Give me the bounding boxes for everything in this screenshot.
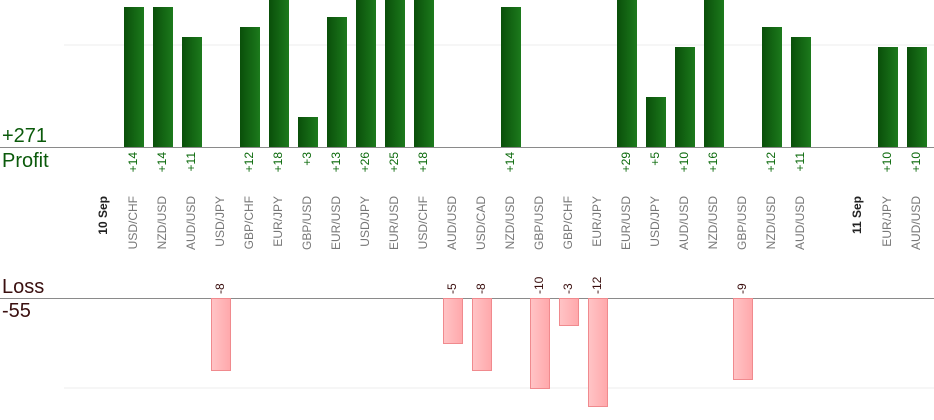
loss-value-label: -12 [590, 276, 604, 294]
pair-label: GBP/CHF [561, 196, 575, 249]
profit-label: Profit [2, 150, 49, 172]
pair-label: EUR/JPY [880, 196, 894, 247]
loss-bar [211, 298, 231, 371]
profit-bar [124, 7, 144, 147]
loss-value-label: -5 [445, 283, 459, 294]
profit-bar [356, 0, 376, 147]
profit-bar [704, 0, 724, 147]
pair-label: EUR/USD [387, 196, 401, 250]
profit-bar [182, 37, 202, 147]
profit-bar [791, 37, 811, 147]
profit-value-label: +26 [358, 152, 372, 173]
loss-bar [472, 298, 492, 371]
profit-bar [414, 0, 434, 147]
profit-bar [240, 27, 260, 147]
pair-label: USD/JPY [648, 196, 662, 247]
profit-value-label: +3 [300, 152, 314, 166]
loss-value-label: -8 [474, 283, 488, 294]
profit-value-label: +13 [329, 152, 343, 173]
loss-bar [559, 298, 579, 326]
pair-label: USD/JPY [358, 196, 372, 247]
date-label: 10 Sep [96, 196, 110, 235]
profit-total: +271 [2, 125, 48, 147]
pair-label: GBP/USD [735, 196, 749, 250]
pair-label: GBP/USD [300, 196, 314, 250]
loss-value-label: -9 [735, 283, 749, 294]
profit-bar [153, 7, 173, 147]
profit-bar [327, 17, 347, 147]
pair-label: AUD/USD [909, 196, 923, 250]
pair-label: USD/CHF [126, 196, 140, 249]
profit-bar [385, 0, 405, 147]
profit-value-label: +14 [126, 152, 140, 173]
profit-bar [269, 0, 289, 147]
chart-marks: 10 Sep 11 Sep +14 USD/CHF +14 NZD/USD +11 AUD/U… [96, 0, 927, 407]
loss-bar [733, 298, 753, 380]
profit-bar [298, 117, 318, 147]
date-label: 11 Sep [850, 196, 864, 234]
pair-label: USD/JPY [213, 196, 227, 247]
profit-bar [646, 97, 666, 147]
loss-value-label: -8 [213, 283, 227, 294]
profit-value-label: +10 [909, 152, 923, 173]
loss-value-label: -10 [532, 276, 546, 294]
gridlines [64, 44, 934, 389]
loss-label: Loss [2, 276, 45, 298]
pair-label: EUR/JPY [271, 196, 285, 247]
pair-label: GBP/CHF [242, 196, 256, 249]
profit-bar [675, 47, 695, 147]
pair-label: NZD/USD [706, 196, 720, 250]
profit-value-label: +29 [619, 152, 633, 173]
profit-value-label: +10 [880, 152, 894, 173]
profit-value-label: +10 [677, 152, 691, 173]
pair-label: NZD/USD [764, 196, 778, 250]
profit-value-label: +14 [155, 152, 169, 173]
loss-total: -55 [2, 300, 31, 322]
pair-label: AUD/USD [677, 196, 691, 250]
profit-bar [762, 27, 782, 147]
profit-bar [617, 0, 637, 147]
pair-label: EUR/USD [619, 196, 633, 250]
profit-value-label: +18 [271, 152, 285, 173]
pair-label: USD/CAD [474, 196, 488, 250]
pair-label: EUR/JPY [590, 196, 604, 247]
pair-label: NZD/USD [155, 196, 169, 250]
pair-label: USD/CHF [416, 196, 430, 249]
profit-value-label: +18 [416, 152, 430, 173]
pair-label: AUD/USD [445, 196, 459, 250]
profit-value-label: +16 [706, 152, 720, 173]
profit-bar [907, 47, 927, 147]
pair-label: GBP/USD [532, 196, 546, 250]
profit-value-label: +11 [793, 152, 807, 172]
profit-value-label: +12 [242, 152, 256, 173]
loss-bar [588, 298, 608, 407]
pair-label: NZD/USD [503, 196, 517, 250]
loss-bar [443, 298, 463, 344]
profit-bar [501, 7, 521, 147]
profit-value-label: +11 [184, 152, 198, 172]
profit-value-label: +12 [764, 152, 778, 173]
profit-value-label: +25 [387, 152, 401, 173]
pair-label: EUR/USD [329, 196, 343, 250]
loss-value-label: -3 [561, 283, 575, 294]
profit-value-label: +14 [503, 152, 517, 173]
pair-label: AUD/USD [184, 196, 198, 250]
pair-label: AUD/USD [793, 196, 807, 250]
loss-bar [530, 298, 550, 389]
profit-value-label: +5 [648, 152, 662, 166]
profit-bar [878, 47, 898, 147]
